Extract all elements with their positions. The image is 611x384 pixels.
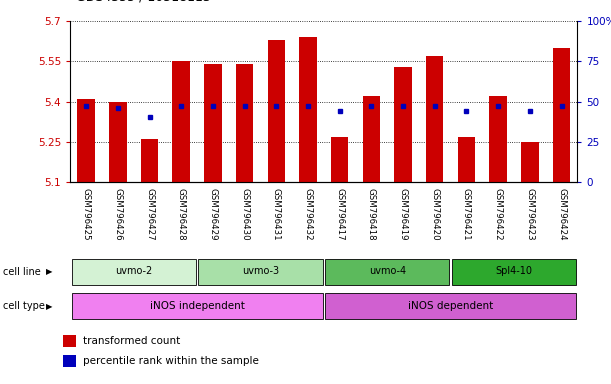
Bar bbox=[426, 56, 444, 182]
Bar bbox=[394, 67, 412, 182]
Bar bbox=[331, 137, 348, 182]
Bar bbox=[199, 259, 323, 285]
Bar bbox=[141, 139, 158, 182]
Bar bbox=[299, 37, 316, 182]
Bar bbox=[458, 137, 475, 182]
Text: Spl4-10: Spl4-10 bbox=[496, 266, 533, 276]
Bar bbox=[521, 142, 538, 182]
Text: percentile rank within the sample: percentile rank within the sample bbox=[83, 356, 259, 366]
Text: GSM796419: GSM796419 bbox=[398, 188, 408, 241]
Text: ▶: ▶ bbox=[46, 267, 53, 276]
Text: GSM796418: GSM796418 bbox=[367, 188, 376, 241]
Text: GSM796431: GSM796431 bbox=[272, 188, 281, 241]
Bar bbox=[78, 99, 95, 182]
Text: ▶: ▶ bbox=[46, 302, 53, 311]
Bar bbox=[71, 293, 323, 319]
Bar bbox=[452, 259, 576, 285]
Bar bbox=[204, 64, 222, 182]
Text: uvmo-3: uvmo-3 bbox=[242, 266, 279, 276]
Bar bbox=[363, 96, 380, 182]
Bar bbox=[236, 64, 254, 182]
Text: GSM796420: GSM796420 bbox=[430, 188, 439, 241]
Text: transformed count: transformed count bbox=[83, 336, 181, 346]
Bar bbox=[489, 96, 507, 182]
Bar bbox=[325, 293, 576, 319]
Bar bbox=[172, 61, 190, 182]
Text: GSM796417: GSM796417 bbox=[335, 188, 344, 241]
Text: GSM796430: GSM796430 bbox=[240, 188, 249, 241]
Text: GSM796432: GSM796432 bbox=[304, 188, 312, 241]
Text: GSM796424: GSM796424 bbox=[557, 188, 566, 241]
Text: uvmo-4: uvmo-4 bbox=[368, 266, 406, 276]
Text: uvmo-2: uvmo-2 bbox=[115, 266, 152, 276]
Text: GSM796422: GSM796422 bbox=[494, 188, 503, 241]
Text: GSM796421: GSM796421 bbox=[462, 188, 471, 241]
Bar bbox=[109, 102, 126, 182]
Bar bbox=[268, 40, 285, 182]
Bar bbox=[63, 355, 76, 367]
Text: iNOS independent: iNOS independent bbox=[150, 301, 244, 311]
Bar bbox=[325, 259, 449, 285]
Text: GDS4355 / 10518113: GDS4355 / 10518113 bbox=[76, 0, 211, 4]
Text: cell line: cell line bbox=[3, 266, 41, 277]
Bar bbox=[553, 48, 570, 182]
Text: GSM796427: GSM796427 bbox=[145, 188, 154, 241]
Bar bbox=[71, 259, 196, 285]
Text: GSM796425: GSM796425 bbox=[82, 188, 90, 241]
Text: GSM796429: GSM796429 bbox=[208, 188, 218, 241]
Text: GSM796426: GSM796426 bbox=[113, 188, 122, 241]
Text: cell type: cell type bbox=[3, 301, 45, 311]
Bar bbox=[63, 335, 76, 348]
Text: iNOS dependent: iNOS dependent bbox=[408, 301, 493, 311]
Text: GSM796428: GSM796428 bbox=[177, 188, 186, 241]
Text: GSM796423: GSM796423 bbox=[525, 188, 535, 241]
